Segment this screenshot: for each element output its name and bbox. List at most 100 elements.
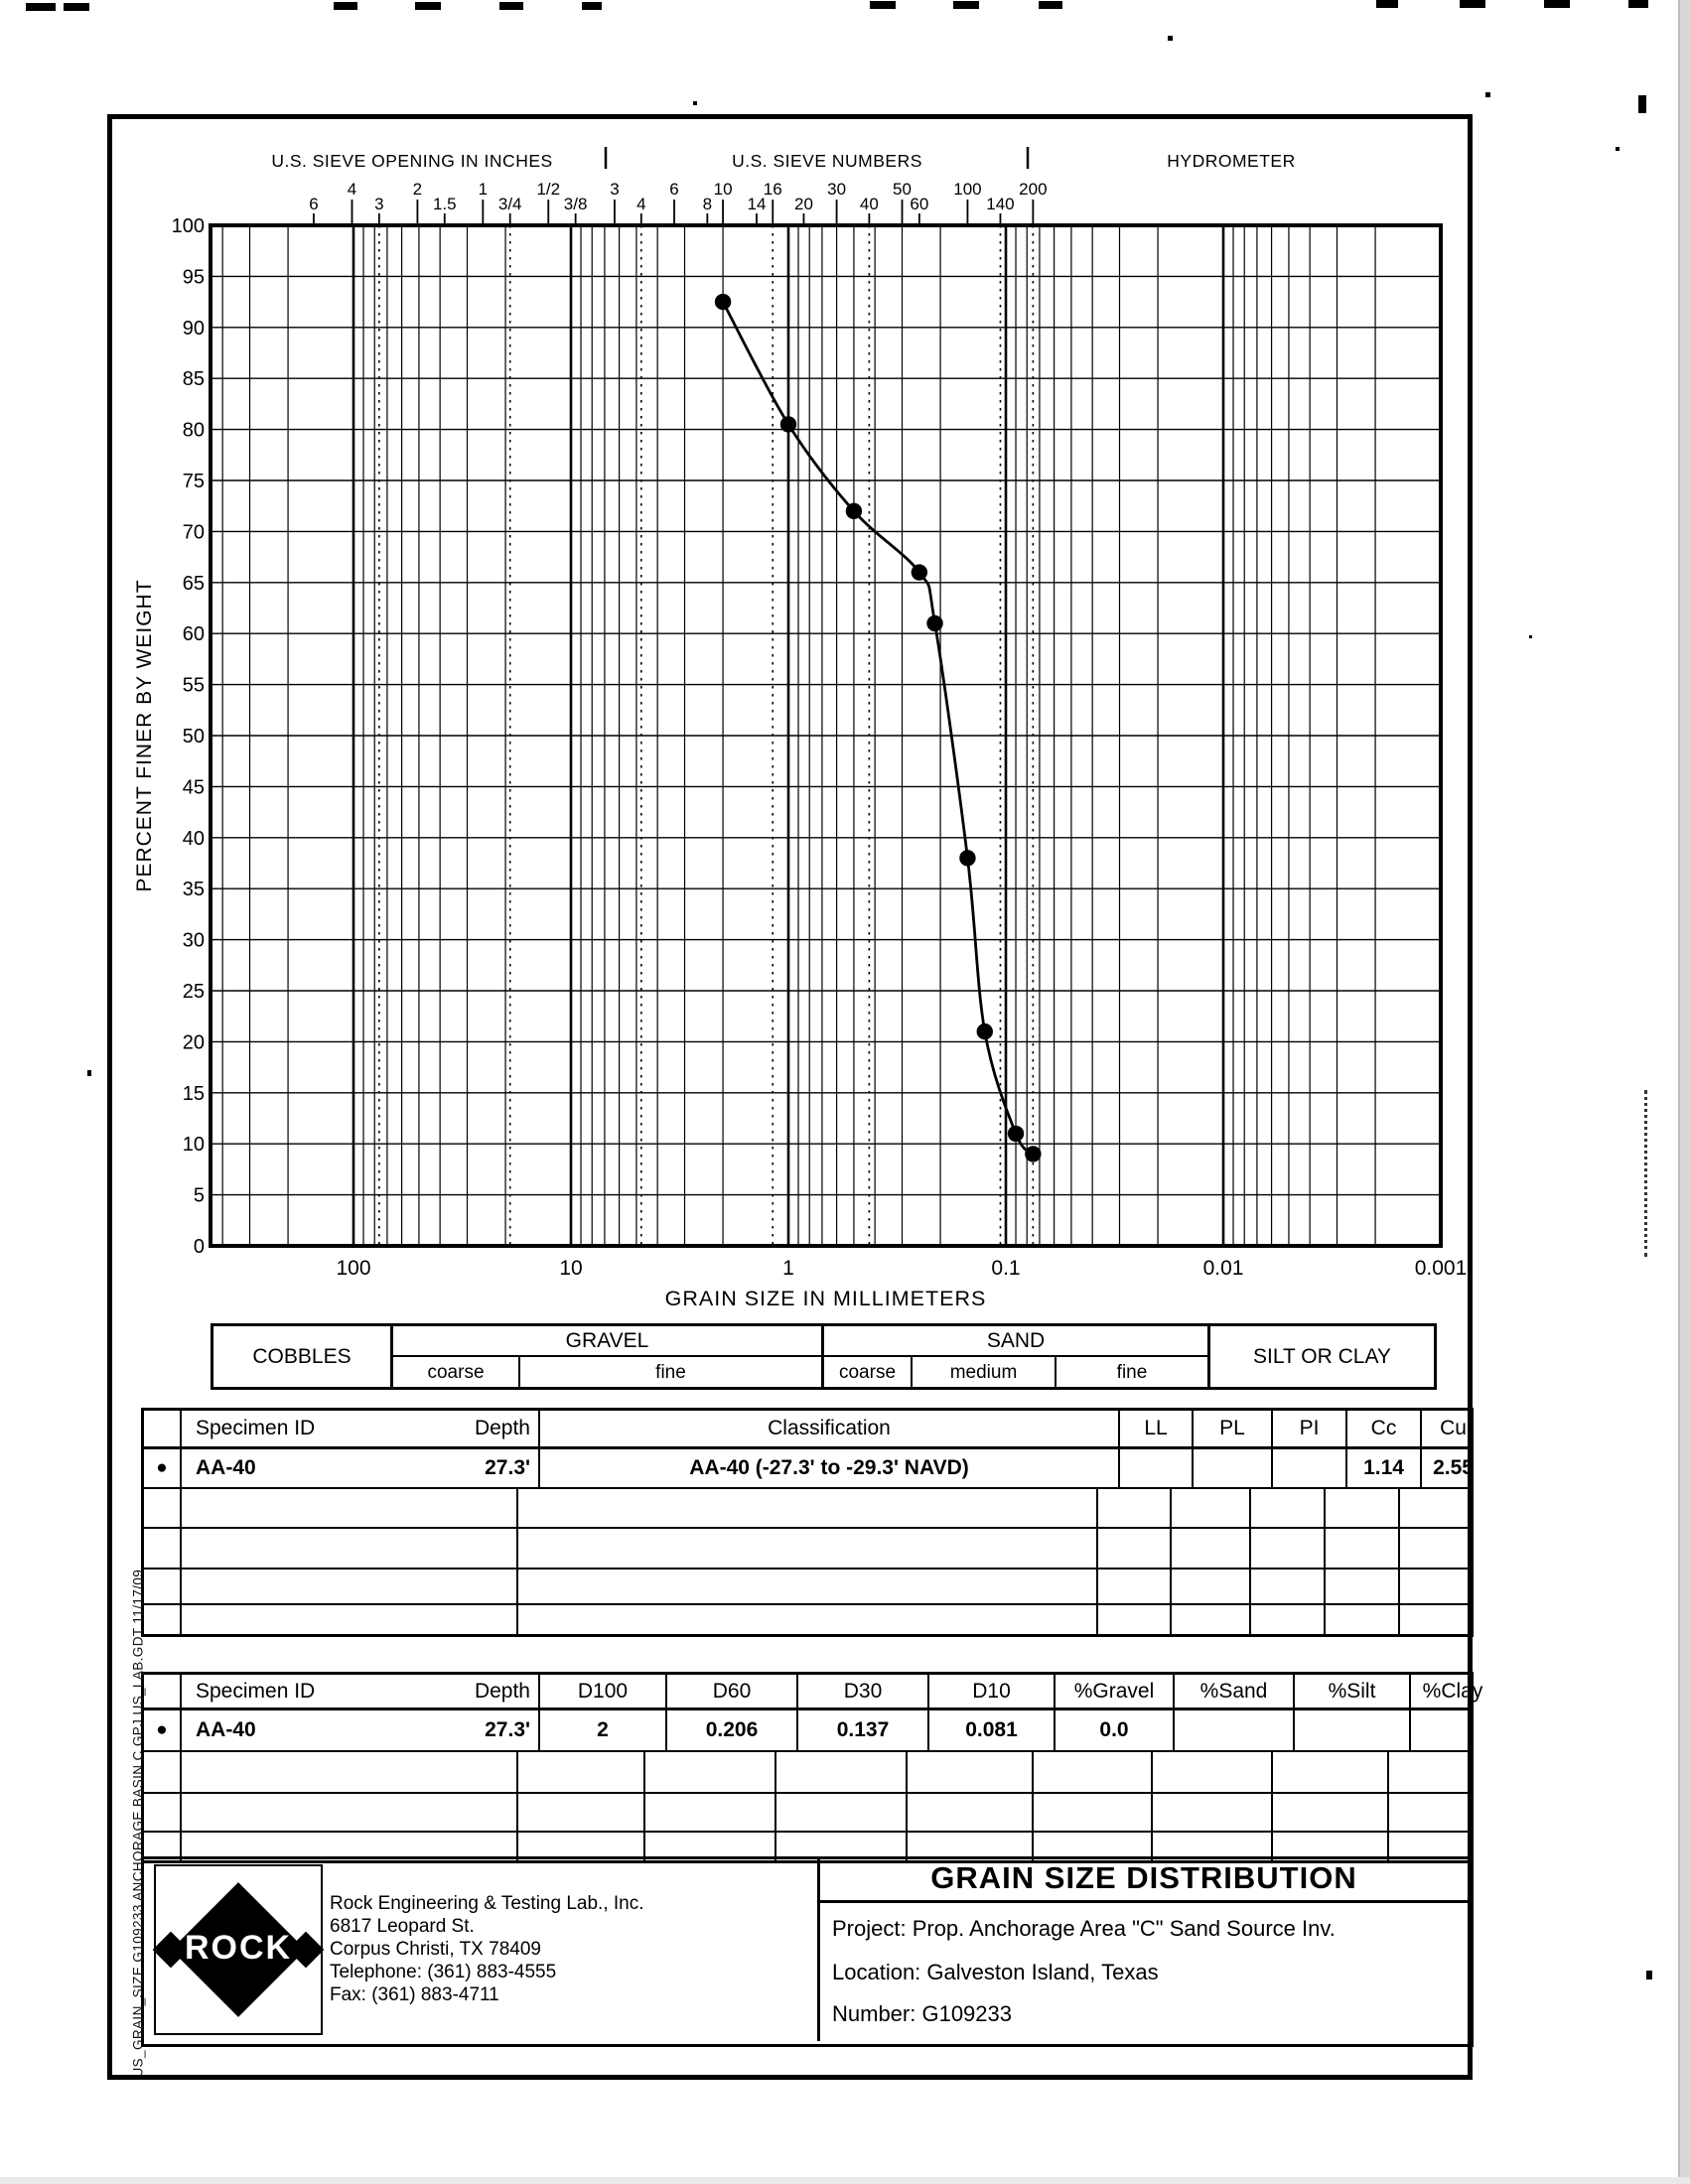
company-name: Rock Engineering & Testing Lab., Inc. (330, 1893, 644, 1914)
empty-cell (1326, 1529, 1400, 1568)
empty-cell (144, 1489, 182, 1527)
gravel-coarse-label: coarse (393, 1357, 520, 1389)
company-address: Rock Engineering & Testing Lab., Inc. 68… (330, 1892, 644, 2006)
scan-speck (1485, 92, 1490, 97)
empty-cell (1326, 1605, 1400, 1634)
classification-sand: SAND coarse medium fine (824, 1326, 1207, 1389)
sieve-label-6: 6 (669, 180, 678, 199)
empty-cell (1153, 1833, 1273, 1860)
empty-cell (1400, 1570, 1463, 1603)
empty-cell (1172, 1489, 1251, 1527)
empty-cell (1251, 1529, 1326, 1568)
empty-cell (1400, 1489, 1463, 1527)
empty-cell (645, 1833, 776, 1860)
x-decade-label-10: 10 (559, 1257, 582, 1280)
cu-cell: 2.55 (1433, 1456, 1474, 1479)
cc-cell: 1.14 (1347, 1449, 1422, 1487)
empty-cell (1034, 1752, 1153, 1792)
empty-cell (1273, 1833, 1389, 1860)
empty-cell (1172, 1529, 1251, 1568)
empty-cell (144, 1605, 182, 1634)
divider (1207, 1326, 1210, 1387)
empty-cell (1172, 1570, 1251, 1603)
y-tick-label-80: 80 (183, 420, 205, 442)
data-point-5 (959, 850, 976, 867)
data-point-7 (1007, 1125, 1025, 1143)
empty-cell (1273, 1752, 1389, 1792)
scan-speck (870, 1, 896, 9)
cc-header: Cc (1347, 1411, 1422, 1446)
pct-sand-header: %Sand (1175, 1675, 1295, 1707)
scan-speck (1529, 635, 1532, 638)
y-tick-label-45: 45 (183, 776, 205, 798)
scan-speck (1638, 95, 1646, 113)
pct-clay-cell (1411, 1710, 1494, 1750)
scan-speck (1460, 0, 1485, 8)
specimen-depth-header: Specimen ID Depth (182, 1675, 540, 1707)
sieve-label-60: 60 (910, 195, 928, 213)
empty-cell (645, 1794, 776, 1831)
sieve-label-1: 1 (479, 180, 488, 199)
side-file-caption: US_GRAIN_SIZE G109233 ANCHORAGE BASIN C.… (130, 1569, 146, 2078)
data-point-8 (1025, 1146, 1042, 1162)
empty-cell (1098, 1570, 1172, 1603)
empty-cell (776, 1833, 908, 1860)
sieve-label-2: 2 (413, 180, 422, 199)
report-title: GRAIN SIZE DISTRIBUTION (930, 1860, 1357, 1895)
empty-cell (1400, 1529, 1463, 1568)
y-tick-label-75: 75 (183, 471, 205, 492)
scan-artifact-dotted-line (1644, 1090, 1647, 1257)
classification-cell: AA-40 (-27.3' to -29.3' NAVD) (540, 1449, 1120, 1487)
y-tick-label-100: 100 (172, 215, 205, 237)
sieve-label-3/8: 3/8 (564, 195, 588, 213)
empty-cell (518, 1529, 1098, 1568)
x-decade-label-0.001: 0.001 (1415, 1257, 1468, 1280)
sieve-label-20: 20 (794, 195, 813, 213)
empty-cell (1153, 1752, 1273, 1792)
classification-table: Specimen ID Depth Classification LL PL PI Cc Cu… (141, 1408, 1474, 1637)
pct-sand-cell (1175, 1710, 1295, 1750)
scan-edge-bottom (0, 2177, 1690, 2184)
x-decade-label-100: 100 (336, 1257, 370, 1280)
y-tick-label-95: 95 (183, 266, 205, 288)
sieve-label-1/2: 1/2 (536, 180, 560, 199)
y-tick-label-90: 90 (183, 318, 205, 340)
sieve-label-30: 30 (827, 180, 846, 199)
x-decade-label-0.01: 0.01 (1203, 1257, 1244, 1280)
empty-cell (518, 1605, 1098, 1634)
pi-cell (1273, 1449, 1347, 1487)
title-block-divider (817, 1856, 820, 2041)
marker-header (144, 1675, 182, 1707)
fax-line: Fax: (361) 883-4711 (330, 1984, 499, 2005)
sieve-label-10: 10 (714, 180, 733, 199)
cobbles-label: COBBLES (252, 1344, 352, 1368)
empty-cell (518, 1794, 645, 1831)
empty-cell (1034, 1794, 1153, 1831)
sieve-label-8: 8 (703, 195, 712, 213)
sieve-label-4: 4 (348, 180, 356, 199)
empty-cell (1098, 1605, 1172, 1634)
classification-header: Classification (540, 1411, 1120, 1446)
empty-cell (518, 1489, 1098, 1527)
specimen-depth-cell: AA-40 27.3' (182, 1710, 540, 1750)
number-line: Number: G109233 (832, 2001, 1012, 2026)
empty-cell (908, 1752, 1034, 1792)
sieve-header-u-s-sieve-opening-in-inches: U.S. SIEVE OPENING IN INCHES (271, 151, 552, 171)
gravel-label: GRAVEL (393, 1326, 821, 1357)
classification-cobbles: COBBLES (213, 1326, 393, 1387)
sieve-header-u-s-sieve-numbers: U.S. SIEVE NUMBERS (732, 151, 922, 171)
empty-cell (1098, 1489, 1172, 1527)
pl-cell (1194, 1449, 1273, 1487)
y-tick-label-35: 35 (183, 879, 205, 900)
empty-cell (776, 1794, 908, 1831)
y-tick-label-50: 50 (183, 726, 205, 748)
sieve-label-100: 100 (953, 180, 981, 199)
empty-cell (182, 1794, 518, 1831)
y-tick-label-10: 10 (183, 1134, 205, 1156)
empty-cell (144, 1794, 182, 1831)
empty-cell (144, 1529, 182, 1568)
sand-medium-label: medium (913, 1357, 1056, 1389)
scan-speck (26, 3, 56, 11)
gradation-curve (721, 301, 1035, 1156)
